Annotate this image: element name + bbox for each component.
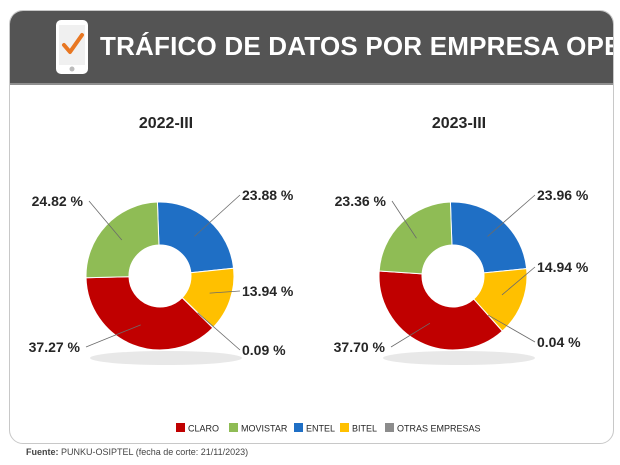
source-label: Fuente:	[26, 447, 59, 457]
slice-2022-iii-movistar	[85, 201, 160, 279]
leader-line-2023-iii-otras-empresas	[487, 314, 536, 343]
source-note: Fuente: PUNKU-OSIPTEL (fecha de corte: 2…	[26, 447, 248, 457]
slice-2023-iii-movistar	[378, 201, 453, 275]
slice-2022-iii-entel	[156, 201, 235, 274]
legend-swatch-movistar	[229, 423, 238, 432]
data-label-2023-iii-otras-empresas: 0.04 %	[537, 334, 581, 350]
leader-line-2022-iii-bitel	[209, 290, 241, 294]
source-text: PUNKU-OSIPTEL (fecha de corte: 21/11/202…	[61, 447, 249, 457]
leader-line-2023-iii-claro	[390, 322, 431, 348]
data-label-2023-iii-entel: 23.96 %	[537, 187, 589, 203]
legend-label-claro: CLARO	[188, 424, 219, 434]
header-bar: TRÁFICO DE DATOS POR EMPRESA OPERADORA	[10, 11, 613, 85]
leader-line-2022-iii-movistar	[88, 200, 123, 241]
data-label-2022-iii-bitel: 13.94 %	[242, 283, 294, 299]
donut-charts: 2022-III 37.27 % 24.82 % 23.88 % 13.94 % 0.09…	[29, 115, 589, 434]
page-title: TRÁFICO DE DATOS POR EMPRESA OPERADORA	[100, 31, 613, 61]
data-label-2023-iii-claro: 37.70 %	[334, 339, 386, 355]
legend-label-bitel: BITEL	[352, 424, 377, 434]
leader-line-2022-iii-otras-empresas	[197, 312, 241, 351]
data-label-2023-iii-bitel: 14.94 %	[537, 259, 589, 275]
donut-shadow	[383, 351, 535, 365]
leader-line-2023-iii-movistar	[391, 200, 417, 239]
legend-label-otras-empresas: OTRAS EMPRESAS	[397, 424, 481, 434]
chart-title-2022-iii: 2022-III	[139, 115, 193, 132]
chart-card: TRÁFICO DE DATOS POR EMPRESA OPERADORA 2…	[9, 10, 614, 444]
legend-swatch-claro	[176, 423, 185, 432]
legend-swatch-entel	[294, 423, 303, 432]
legend-swatch-otras-empresas	[385, 423, 394, 432]
slice-2022-iii-claro	[85, 276, 214, 351]
leader-line-2023-iii-bitel	[501, 266, 536, 296]
data-label-2023-iii-movistar: 23.36 %	[335, 193, 387, 209]
slice-2023-iii-claro	[378, 270, 504, 351]
phone-check-icon	[56, 20, 88, 74]
leader-line-2022-iii-claro	[85, 324, 141, 348]
donut-shadow	[90, 351, 242, 365]
slice-2023-iii-entel	[449, 201, 528, 274]
leader-line-2023-iii-entel	[487, 194, 536, 237]
legend-label-entel: ENTEL	[306, 424, 335, 434]
legend-swatch-bitel	[340, 423, 349, 432]
data-label-2022-iii-otras-empresas: 0.09 %	[242, 342, 286, 358]
leader-line-2022-iii-entel	[194, 194, 241, 237]
legend-label-movistar: MOVISTAR	[241, 424, 288, 434]
data-label-2022-iii-claro: 37.27 %	[29, 339, 81, 355]
chart-title-2023-iii: 2023-III	[432, 115, 486, 132]
data-label-2022-iii-entel: 23.88 %	[242, 187, 294, 203]
data-label-2022-iii-movistar: 24.82 %	[32, 193, 84, 209]
